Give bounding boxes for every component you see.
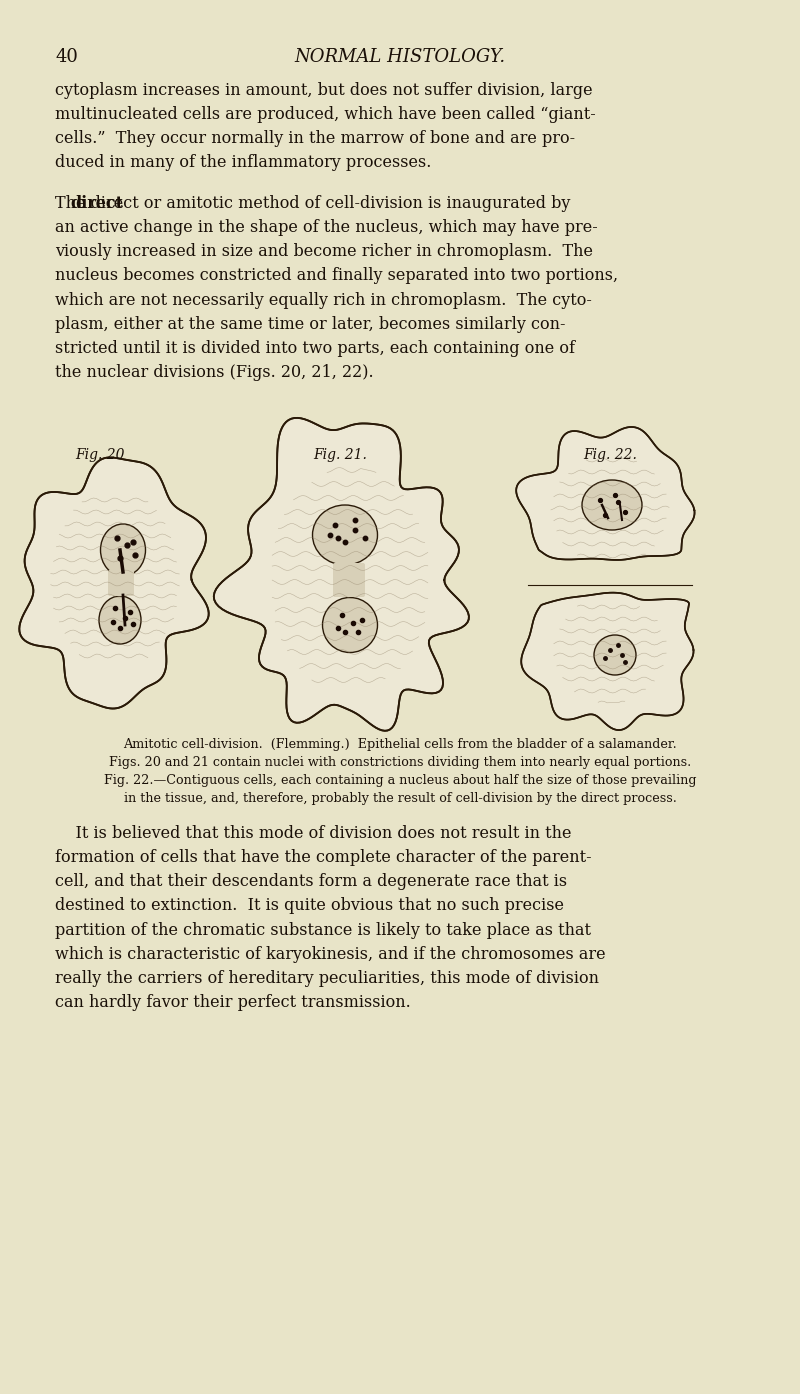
Text: direct: direct xyxy=(70,195,123,212)
Ellipse shape xyxy=(101,524,146,576)
Text: Fig. 20: Fig. 20 xyxy=(75,447,125,461)
Text: Figs. 20 and 21 contain nuclei with constrictions dividing them into nearly equa: Figs. 20 and 21 contain nuclei with cons… xyxy=(109,756,691,769)
Ellipse shape xyxy=(99,597,141,644)
Ellipse shape xyxy=(313,505,378,565)
Text: Amitotic cell-division.  (Flemming.)  Epithelial cells from the bladder of a sal: Amitotic cell-division. (Flemming.) Epit… xyxy=(123,737,677,751)
Text: Fig. 21.: Fig. 21. xyxy=(313,447,367,461)
Polygon shape xyxy=(19,457,209,708)
FancyBboxPatch shape xyxy=(108,570,134,597)
Text: It is believed that this mode of division does not result in the
formation of ce: It is believed that this mode of divisio… xyxy=(55,825,606,1011)
Polygon shape xyxy=(214,418,469,730)
Ellipse shape xyxy=(322,598,378,652)
FancyBboxPatch shape xyxy=(333,563,365,597)
Ellipse shape xyxy=(582,480,642,530)
Text: Fig. 22.—Contiguous cells, each containing a nucleus about half the size of thos: Fig. 22.—Contiguous cells, each containi… xyxy=(104,774,696,788)
Ellipse shape xyxy=(594,636,636,675)
Text: The direct or amitotic method of cell-division is inaugurated by
an active chang: The direct or amitotic method of cell-di… xyxy=(55,195,618,381)
Text: in the tissue, and, therefore, probably the result of cell-division by the direc: in the tissue, and, therefore, probably … xyxy=(123,792,677,804)
Text: Fig. 22.: Fig. 22. xyxy=(583,447,637,461)
Text: 40: 40 xyxy=(55,47,78,66)
Text: NORMAL HISTOLOGY.: NORMAL HISTOLOGY. xyxy=(294,47,506,66)
Polygon shape xyxy=(516,427,694,560)
Polygon shape xyxy=(522,592,694,730)
Text: cytoplasm increases in amount, but does not suffer division, large
multinucleate: cytoplasm increases in amount, but does … xyxy=(55,82,596,171)
